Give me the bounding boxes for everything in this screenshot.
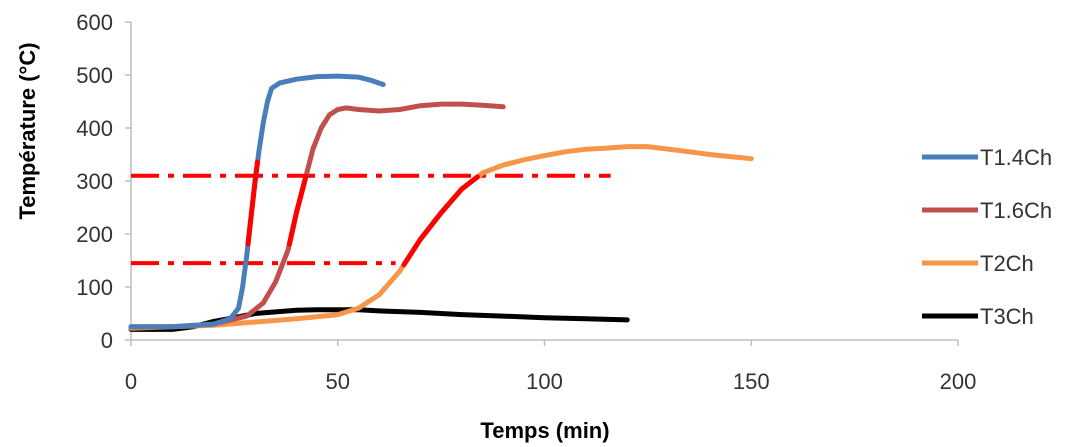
highlight-segment: [286, 173, 309, 247]
series-line-t1-4ch: [128, 73, 386, 330]
highlight-segment: [245, 159, 260, 247]
highlight-segment: [401, 174, 480, 268]
y-tick-label: 600: [76, 10, 113, 35]
legend-label: T3Ch: [980, 304, 1034, 329]
y-tick-label: 0: [101, 328, 113, 353]
y-tick-label: 200: [76, 222, 113, 247]
x-tick-label: 100: [526, 369, 563, 394]
legend-label: T1.4Ch: [980, 145, 1052, 170]
series-line-t1-6ch: [128, 101, 506, 330]
y-tick-label: 300: [76, 169, 113, 194]
axes: [125, 21, 959, 346]
highlight-segments: [245, 159, 480, 268]
x-axis-title: Temps (min): [480, 418, 609, 443]
legend-label: T2Ch: [980, 251, 1034, 276]
series-lines: [128, 73, 754, 332]
y-tick-label: 500: [76, 63, 113, 88]
legend: T1.4Ch T1.6Ch T2Ch T3Ch: [922, 145, 1052, 329]
y-tick-label: 100: [76, 275, 113, 300]
x-tick-label: 150: [733, 369, 770, 394]
series-line-t2ch: [128, 144, 754, 331]
x-tick-label: 0: [125, 369, 137, 394]
tick-labels: 0 100 200 300 400 500 600 0 50 100 150 200: [76, 10, 976, 394]
threshold-lines: [131, 173, 611, 266]
y-axis-title: Température (°C): [15, 42, 40, 219]
x-tick-label: 50: [326, 369, 350, 394]
y-tick-label: 400: [76, 116, 113, 141]
legend-label: T1.6Ch: [980, 198, 1052, 223]
x-tick-label: 200: [940, 369, 977, 394]
